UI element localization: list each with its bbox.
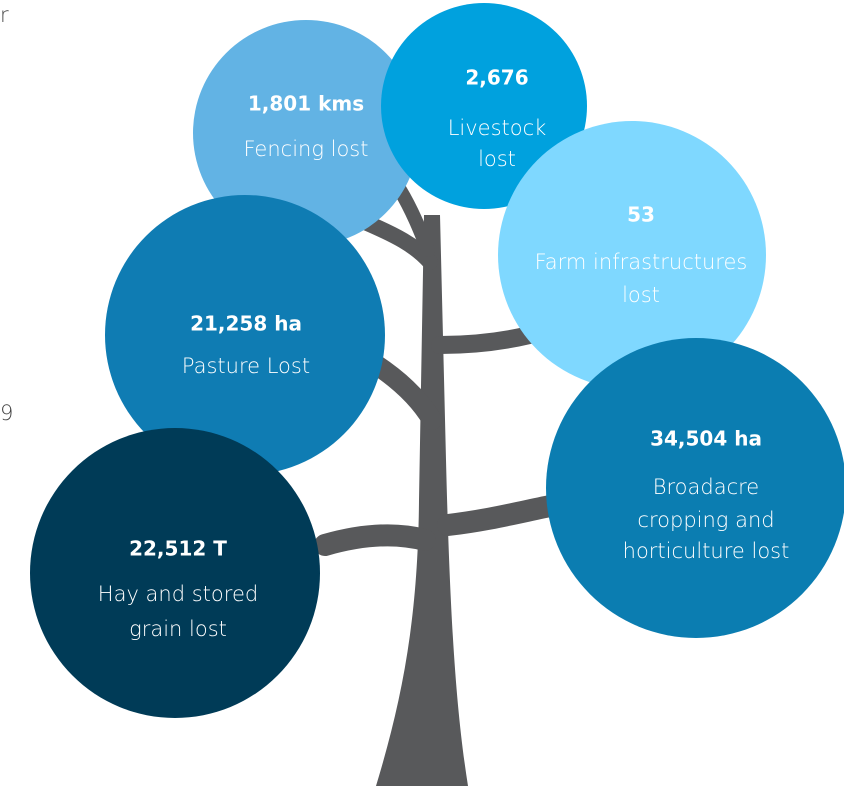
node-label: Farm infrastructures [535,250,748,274]
node-label: cropping and [637,508,774,532]
node-label: lost [478,147,516,171]
node-label: Hay and stored [98,582,258,606]
node: 22,512 T Hay and stored grain lost [30,428,320,718]
node-value: 22,512 T [129,537,227,561]
node: 34,504 ha Broadacre cropping and horticu… [546,338,844,638]
node-label: Livestock [448,116,547,140]
node-value: 53 [627,203,655,227]
node-label: horticulture lost [623,539,790,563]
infographic: r 9 1,801 kms Fencing lost 2,676 Livesto… [0,0,844,786]
node-value: 34,504 ha [650,427,762,451]
node-value: 1,801 kms [248,92,364,116]
node-circle [30,428,320,718]
node-label: grain lost [129,617,227,641]
node-value: 2,676 [465,66,528,90]
node-label: Fencing lost [244,137,369,161]
node-label: Pasture Lost [182,354,310,378]
node-label: lost [622,283,660,307]
edge-fragment: r [0,3,9,27]
node-label: Broadacre [653,475,759,499]
node-value: 21,258 ha [190,312,302,336]
edge-fragment: 9 [0,401,13,425]
